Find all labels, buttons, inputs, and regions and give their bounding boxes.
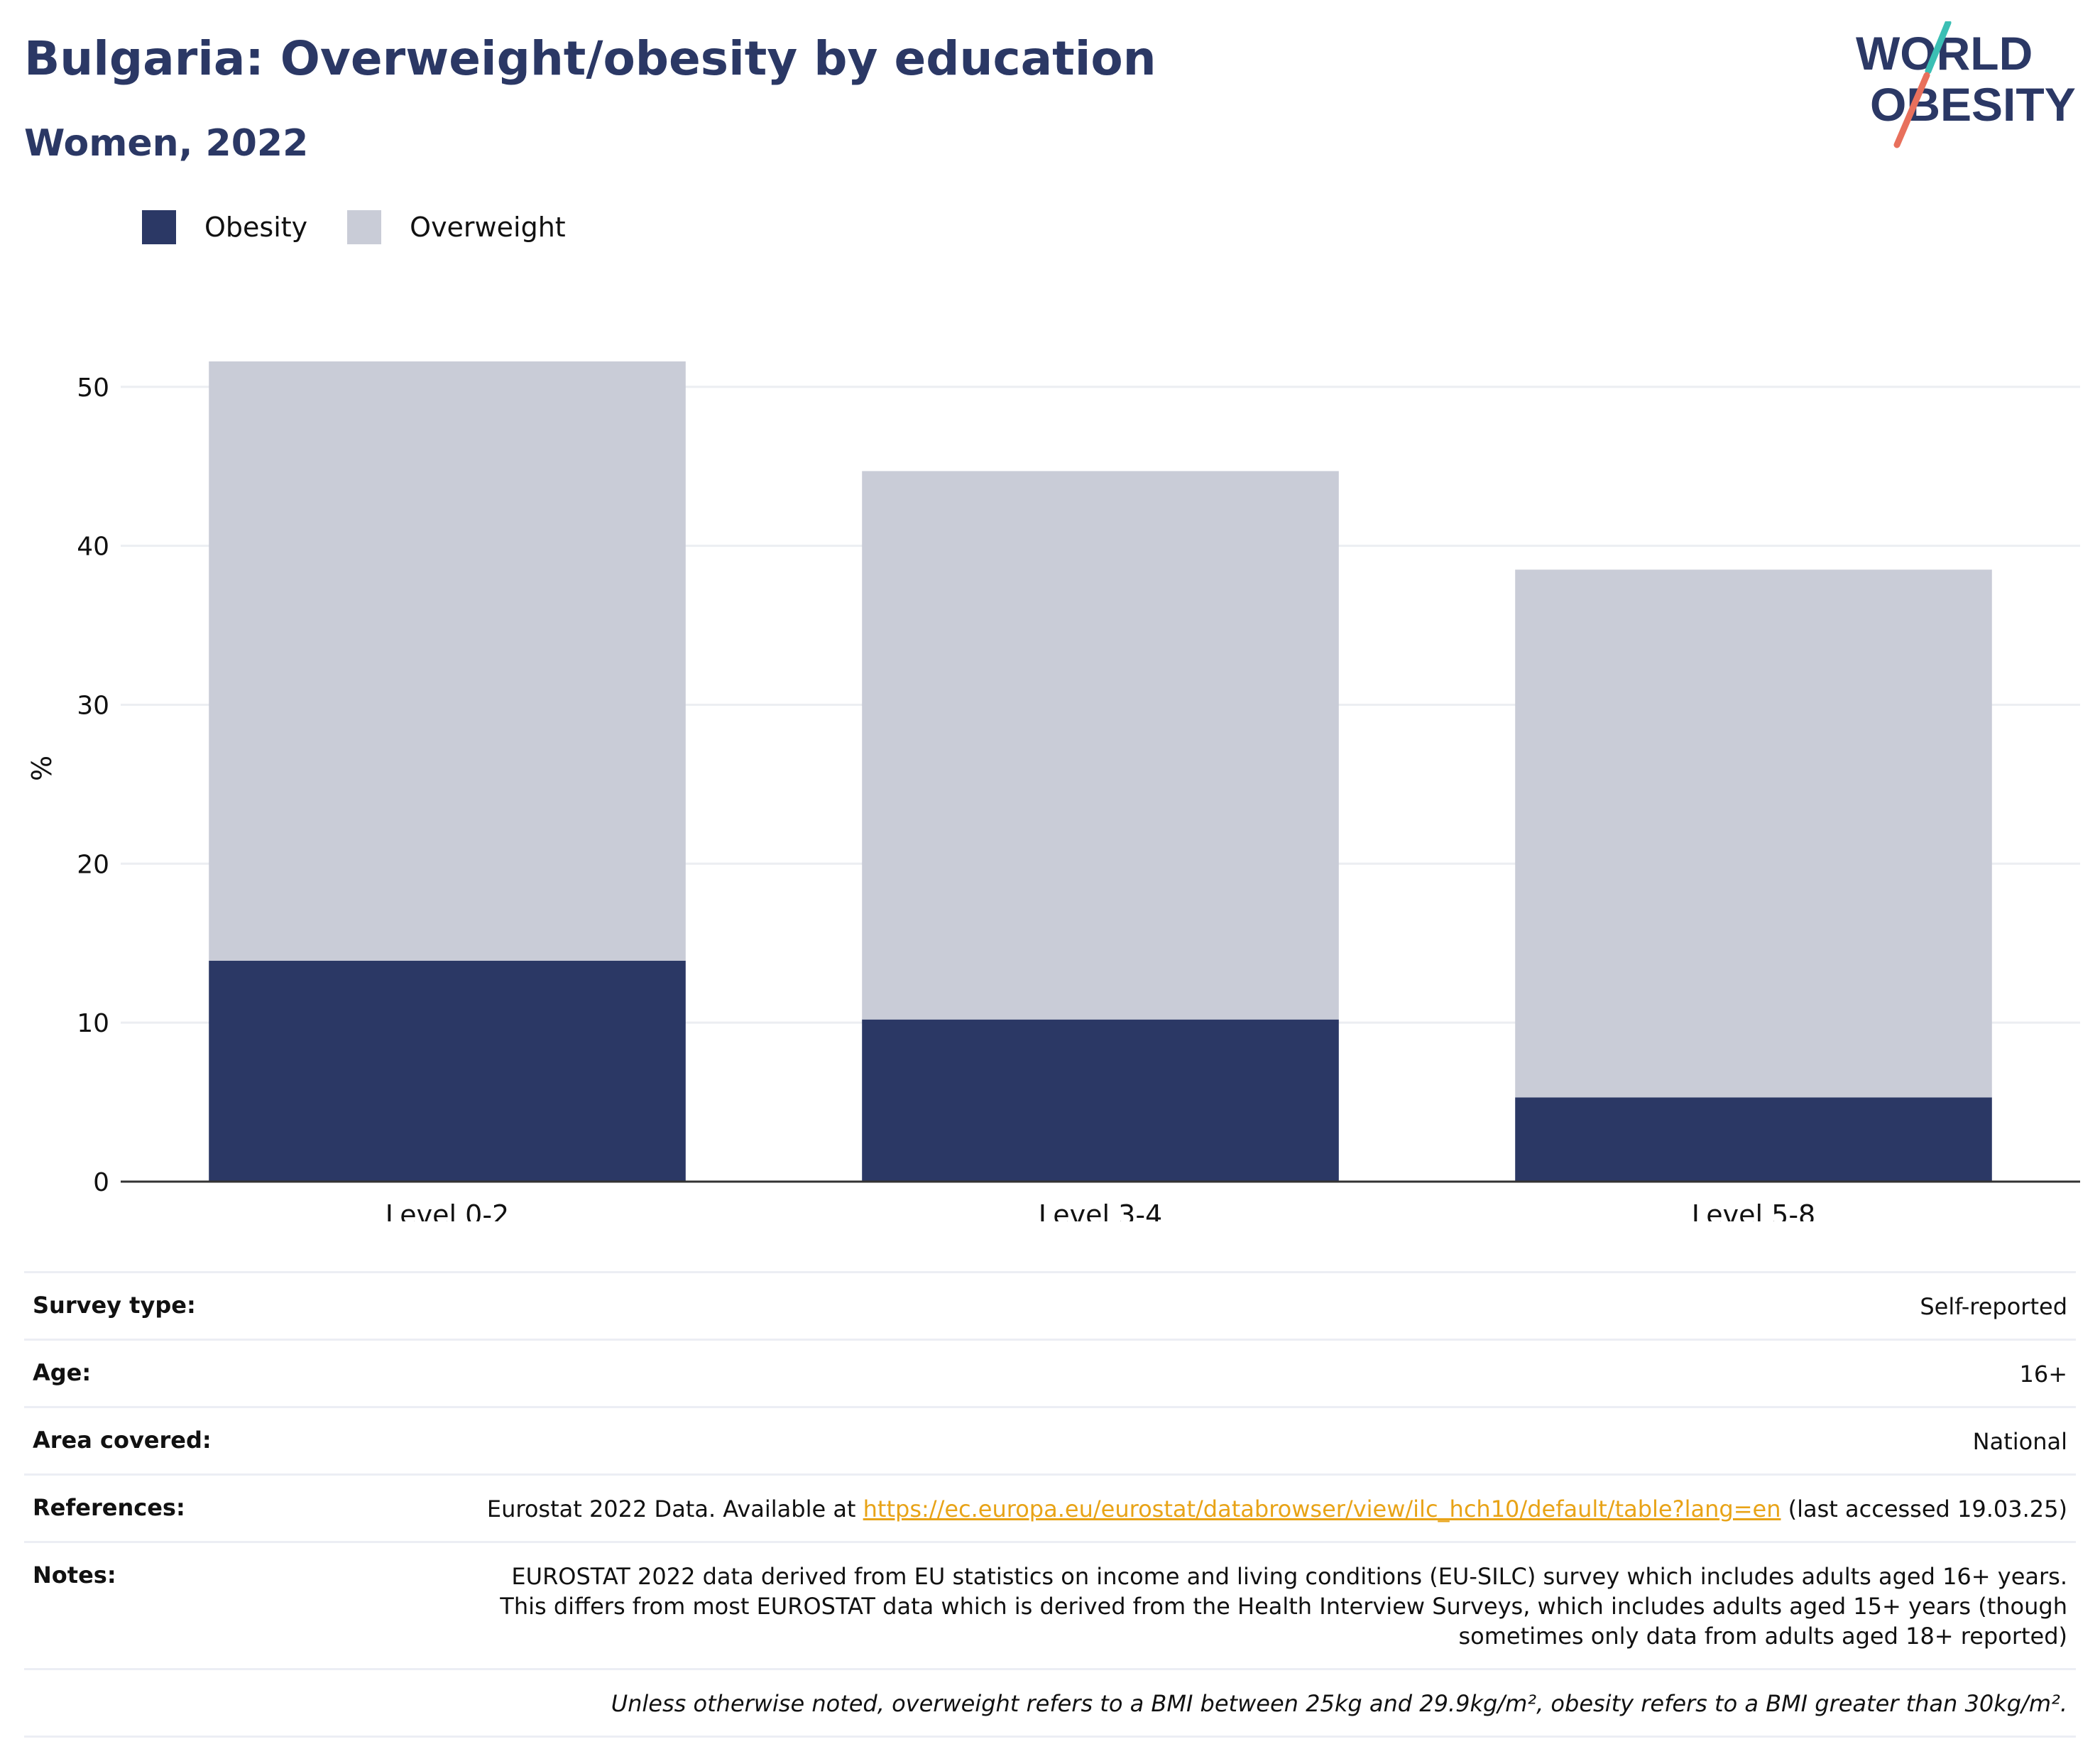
meta-label-age: Age: — [33, 1359, 92, 1386]
reference-suffix: (last accessed 19.03.25) — [1781, 1495, 2067, 1522]
metadata-table: Survey type: Self-reported Age: 16+ Area… — [24, 1271, 2076, 1738]
meta-label-area: Area covered: — [33, 1427, 212, 1454]
meta-row-footnote: Unless otherwise noted, overweight refer… — [24, 1668, 2076, 1738]
bar-obesity-level-5-8[interactable] — [1515, 1097, 1992, 1182]
meta-row-age: Age: 16+ — [24, 1339, 2076, 1406]
stacked-bar-chart: 0 10 20 30 40 50% Level 0-2 Level 3-4 Level 5-8 — [26, 361, 2080, 1221]
legend-label-obesity: Obesity — [204, 212, 308, 243]
x-tick-label: Level 0-2 — [385, 1199, 509, 1221]
reference-prefix: Eurostat 2022 Data. Available at — [486, 1495, 863, 1522]
meta-row-references: References: Eurostat 2022 Data. Availabl… — [24, 1473, 2076, 1541]
chart-legend: Obesity Overweight — [142, 210, 606, 244]
legend-item-overweight[interactable]: Overweight — [347, 210, 566, 244]
meta-label-survey: Survey type: — [33, 1292, 196, 1319]
legend-item-obesity[interactable]: Obesity — [142, 210, 307, 244]
bar-overweight-level-5-8[interactable] — [1515, 570, 1992, 1098]
y-tick-label: 0 — [93, 1168, 109, 1197]
logo-slash-teal — [1925, 21, 1952, 75]
meta-value-survey: Self-reported — [1920, 1293, 2067, 1320]
chart-title: Bulgaria: Overweight/obesity by educatio… — [24, 31, 1156, 86]
bar-overweight-level-0-2[interactable] — [209, 361, 686, 961]
logo-slash-coral — [1893, 72, 1930, 148]
world-obesity-logo: WORLD OBESITY — [1856, 21, 2076, 148]
y-tick-label: 20 — [77, 850, 109, 879]
meta-value-references: Eurostat 2022 Data. Available at https:/… — [487, 1494, 2067, 1524]
y-tick-label: 10 — [77, 1009, 109, 1038]
bar-obesity-level-0-2[interactable] — [209, 960, 686, 1182]
bar-overweight-level-3-4[interactable] — [862, 471, 1339, 1020]
x-tick-label: Level 3-4 — [1039, 1199, 1162, 1221]
x-tick-label: Level 5-8 — [1692, 1199, 1815, 1221]
logo-line-obesity: OBESITY — [1870, 78, 2076, 131]
legend-swatch-overweight — [347, 210, 382, 244]
reference-link[interactable]: https://ec.europa.eu/eurostat/databrowse… — [863, 1495, 1781, 1522]
meta-label-references: References: — [33, 1494, 185, 1521]
meta-label-notes: Notes: — [33, 1562, 116, 1589]
y-tick-label: 30 — [77, 691, 109, 720]
meta-row-survey: Survey type: Self-reported — [24, 1271, 2076, 1339]
y-tick-label: 50 — [77, 374, 109, 403]
y-axis-label: % — [26, 756, 58, 781]
bar-obesity-level-3-4[interactable] — [862, 1019, 1339, 1182]
legend-swatch-obesity — [142, 210, 176, 244]
meta-row-notes: Notes: EUROSTAT 2022 data derived from E… — [24, 1541, 2076, 1668]
y-tick-label: 40 — [77, 533, 109, 562]
meta-value-notes: EUROSTAT 2022 data derived from EU stati… — [500, 1563, 2067, 1650]
meta-row-area: Area covered: National — [24, 1406, 2076, 1473]
bmi-footnote: Unless otherwise noted, overweight refer… — [611, 1690, 2067, 1717]
meta-value-age: 16+ — [2019, 1361, 2067, 1388]
legend-label-overweight: Overweight — [410, 212, 566, 243]
meta-value-area: National — [1972, 1428, 2067, 1455]
chart-subtitle: Women, 2022 — [24, 122, 309, 165]
